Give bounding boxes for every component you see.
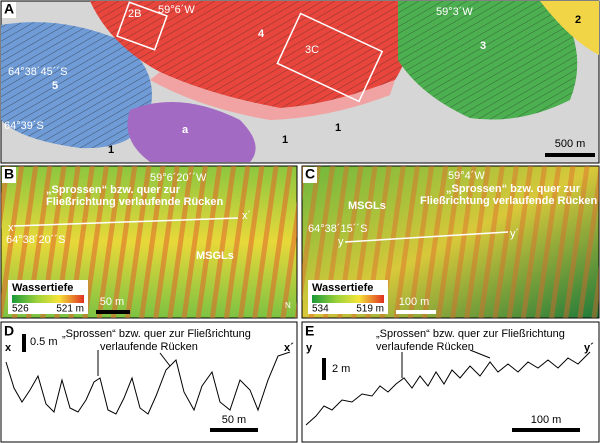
scale-label: 100 m — [531, 414, 562, 426]
profile-end: y´ — [510, 228, 519, 240]
legend-max: 519 m — [356, 304, 384, 315]
latitude: 64°39´S — [4, 120, 44, 132]
profile-line — [344, 231, 509, 243]
box-label: 3C — [305, 44, 319, 56]
latitude: 64°38´45´´S — [8, 66, 67, 78]
annotation: MSGLs — [348, 200, 386, 212]
profile-end: x´ — [242, 210, 251, 222]
scale-label: 50 m — [222, 414, 246, 426]
legend-ramp — [12, 295, 84, 303]
scale-bar — [96, 310, 130, 314]
hatch — [398, 1, 578, 120]
panel-letter: D — [4, 323, 14, 339]
unit-label: 1 — [108, 144, 114, 156]
scale-label: 500 m — [555, 138, 586, 150]
profile — [305, 351, 591, 426]
annotation: MSGLs — [196, 250, 234, 262]
panel-d: D x 0.5 m x´ „Sprossen“ bzw. quer zur Fl… — [0, 321, 298, 443]
letter-box — [2, 2, 16, 18]
longitude: 59°6´W — [158, 4, 195, 16]
scale-bar — [512, 428, 580, 432]
panel-b: B 59°6´20´´W „Sprossen“ bzw. quer zur Fl… — [0, 165, 298, 319]
profile-end: y´ — [584, 342, 594, 354]
profile-end: y — [306, 342, 313, 354]
scale-bar — [210, 428, 258, 432]
annotation: verlaufende Rücken — [100, 341, 198, 353]
unit-a — [127, 102, 256, 162]
panel-c: C 59°4´W „Sprossen“ bzw. quer zur Fließr… — [301, 165, 600, 319]
scale-bar — [545, 153, 595, 157]
panel-letter: B — [4, 166, 14, 182]
panel-e: E y 2 m y´ „Sprossen“ bzw. quer zur Flie… — [301, 321, 600, 443]
annotation: „Sprossen“ bzw. quer zur Fließrichtung — [376, 328, 565, 340]
legend-title: Wassertiefe — [312, 282, 373, 294]
box-c — [276, 12, 384, 103]
unit-label: 5 — [52, 80, 58, 92]
longitude: 59°4´W — [448, 170, 485, 182]
scale-bar — [396, 310, 436, 314]
annotation: „Sprossen“ bzw. quer zur Fließrichtung — [62, 328, 251, 340]
unit-label: 3 — [480, 40, 486, 52]
profile-end: x´ — [284, 342, 294, 354]
letter-box — [2, 167, 16, 183]
scale-label: 100 m — [399, 296, 430, 308]
profile-frame — [301, 321, 600, 443]
legend-max: 521 m — [56, 304, 84, 315]
latitude: 64°38´15´´S — [308, 223, 367, 235]
annotation: Fließrichtung verlaufende Rücken — [46, 196, 224, 208]
unit-label: 1 — [335, 122, 341, 134]
unit-label: a — [182, 124, 189, 136]
letter-box — [303, 167, 317, 183]
profile-frame — [0, 321, 298, 443]
vertical-scale-label: 2 m — [332, 363, 350, 375]
panel-letter: E — [305, 323, 314, 339]
unit-2 — [540, 1, 599, 55]
panel-letter: A — [4, 1, 14, 17]
legend-title: Wassertiefe — [12, 282, 73, 294]
profile-end: y — [338, 236, 344, 248]
annotation: verlaufende Rücken — [376, 341, 474, 353]
panel-a: A 2B 59°6´W 4 3C 59°3´W 3 2 64°38´45´´S … — [0, 0, 600, 164]
hatch — [1, 22, 152, 149]
unit-label: 2 — [575, 14, 581, 26]
legend-min: 526 — [12, 304, 29, 315]
profile-end: x — [8, 222, 14, 234]
vertical-scale-label: 0.5 m — [30, 336, 58, 348]
arrow — [469, 349, 491, 359]
vertical-scale — [22, 334, 26, 352]
latitude: 64°38´20´´S — [6, 234, 65, 246]
profile-line — [13, 217, 239, 227]
annotation: Fließrichtung verlaufende Rücken — [420, 195, 598, 207]
annotation: „Sprossen“ bzw. quer zur — [46, 184, 181, 196]
unit-4-margin — [150, 72, 395, 120]
legend-min: 534 — [312, 304, 329, 315]
box-b — [116, 1, 168, 51]
arrow — [159, 352, 171, 367]
annotation: „Sprossen“ bzw. quer zur — [446, 183, 581, 195]
north-arrow: N — [285, 301, 291, 310]
legend-ramp — [312, 295, 384, 303]
unit-label: 4 — [258, 28, 265, 40]
vertical-scale — [322, 358, 326, 380]
longitude: 59°6´20´´W — [150, 172, 207, 184]
profile — [5, 351, 291, 415]
panel-letter: C — [305, 166, 315, 182]
unit-label: 1 — [282, 134, 288, 146]
scale-label: 50 m — [100, 296, 124, 308]
profile-end: x — [5, 342, 12, 354]
longitude: 59°3´W — [436, 6, 473, 18]
box-label: 2B — [128, 8, 141, 20]
